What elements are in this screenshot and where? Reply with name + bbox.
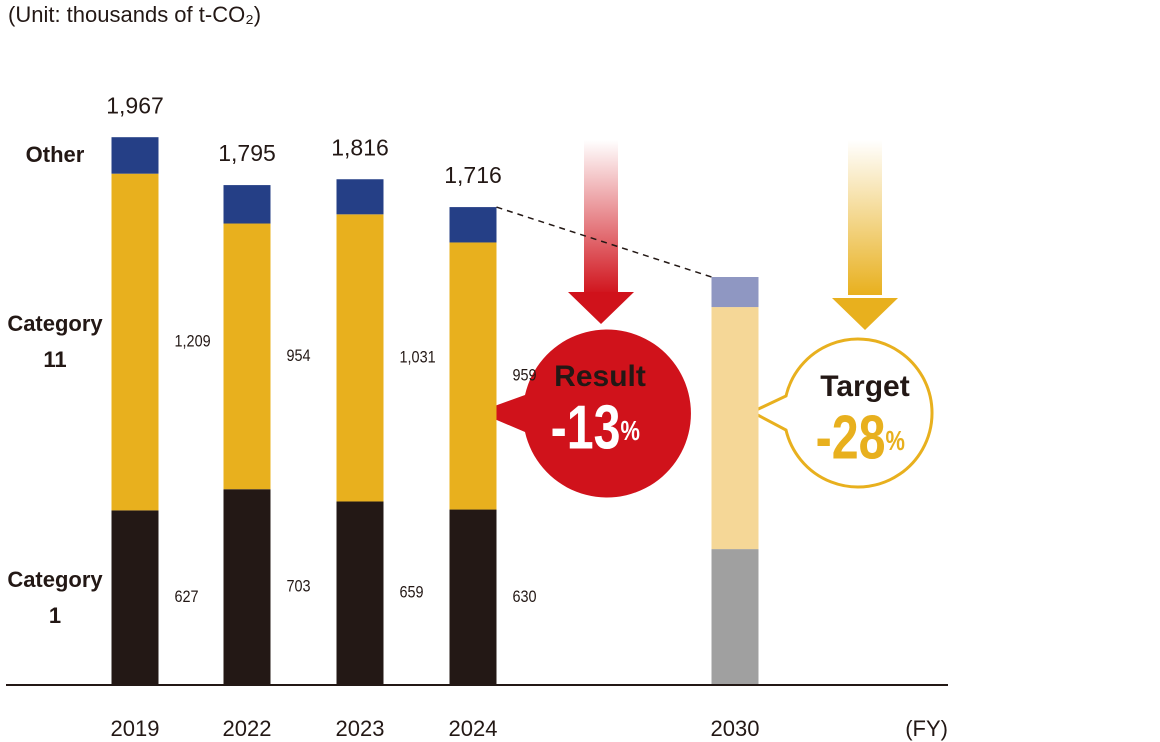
x-axis-label: (FY) xyxy=(905,716,948,741)
annotation-unit: % xyxy=(621,415,640,446)
bar-segment xyxy=(711,276,759,308)
arrow xyxy=(848,140,882,295)
bar-segment xyxy=(711,549,759,685)
total-label: 1,816 xyxy=(331,134,389,160)
arrow-head xyxy=(832,298,898,330)
bar-segment xyxy=(336,501,384,685)
series-label: Category 11 xyxy=(7,311,103,373)
target-bubble xyxy=(748,337,934,489)
total-label: 1,795 xyxy=(218,140,276,166)
arrow xyxy=(584,140,618,295)
value-label: 659 xyxy=(400,584,424,602)
x-tick-label: 2022 xyxy=(223,716,272,741)
series-label: Category 1 xyxy=(7,566,103,628)
bar-segment xyxy=(223,489,271,685)
annotation-label: Target xyxy=(820,370,909,403)
annotation-label: Result xyxy=(554,360,646,393)
annotation-unit: % xyxy=(886,425,905,456)
series-label: Other xyxy=(25,142,85,168)
value-label: 630 xyxy=(513,588,537,606)
unit-label: (Unit: thousands of t-CO₂) xyxy=(8,2,261,27)
arrow-head xyxy=(568,292,634,324)
x-tick-label: 2019 xyxy=(111,716,160,741)
annotation-value: -28% xyxy=(816,403,905,472)
bar-segment xyxy=(111,137,159,174)
bar-segment xyxy=(449,207,497,243)
trend-line xyxy=(496,206,712,278)
bar-segment xyxy=(449,242,497,510)
annotation-value: -13% xyxy=(551,393,640,462)
result-bubble xyxy=(478,329,691,498)
value-label: 1,209 xyxy=(175,333,211,351)
total-label: 1,716 xyxy=(444,162,502,188)
value-label: 954 xyxy=(287,347,311,365)
bar-segment xyxy=(336,179,384,215)
bar-segment xyxy=(449,509,497,685)
value-label: 1,031 xyxy=(400,348,436,366)
annotation-number: -28 xyxy=(816,403,886,472)
bar-segment xyxy=(111,173,159,511)
x-tick-label: 2023 xyxy=(336,716,385,741)
bar-segment xyxy=(223,223,271,490)
value-label: 703 xyxy=(287,578,311,596)
total-label: 1,967 xyxy=(106,92,164,118)
bar-segment xyxy=(111,510,159,685)
x-tick-label: 2030 xyxy=(711,716,760,741)
value-label: 627 xyxy=(175,588,199,606)
value-label: 959 xyxy=(513,366,537,384)
bar-segment xyxy=(336,214,384,502)
bar-segment xyxy=(223,185,271,224)
x-tick-label: 2024 xyxy=(449,716,498,741)
annotation-number: -13 xyxy=(551,393,621,462)
bar-segment xyxy=(711,307,759,550)
